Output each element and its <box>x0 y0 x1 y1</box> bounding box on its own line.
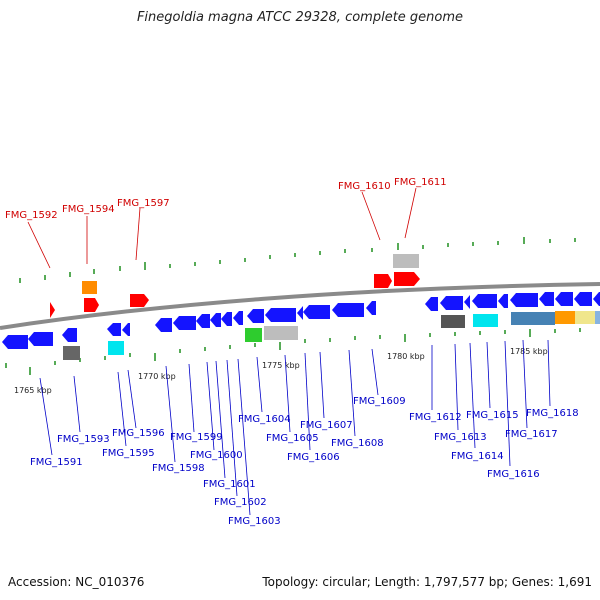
top-connectors <box>27 187 417 269</box>
scale-label: 1770 kbp <box>138 372 176 381</box>
gene-fmg-1594 <box>84 298 99 312</box>
gene-label: FMG_1613 <box>434 432 487 443</box>
gene-fmg-1605 <box>265 308 296 322</box>
gene-label: FMG_1599 <box>170 432 223 443</box>
gene-fmg-1595-lower <box>108 341 124 355</box>
gene-label: FMG_1605 <box>266 433 319 444</box>
gene-blue-d <box>574 292 592 306</box>
bottom-connectors <box>39 339 551 516</box>
gene-fmg-1618 <box>539 292 554 306</box>
gene-fmg-1616 <box>498 294 508 308</box>
gene-fmg-1594-upper <box>82 281 97 294</box>
gene-label: FMG_1600 <box>190 450 243 461</box>
gene-fmg-1608 <box>332 303 364 317</box>
gene-label: FMG_1609 <box>353 396 406 407</box>
gene-label: FMG_1597 <box>117 198 170 209</box>
gene-label: FMG_1604 <box>238 414 291 425</box>
gene-fmg-1593b <box>62 328 77 342</box>
gene-fmg-1601 <box>210 313 221 327</box>
genome-summary-text: Topology: circular; Length: 1,797,577 bp… <box>262 575 592 589</box>
gene-lightblue-lower <box>595 311 600 324</box>
gene-label: FMG_1615 <box>466 410 519 421</box>
gene-fmg-1604 <box>247 309 264 323</box>
gene-label: FMG_1616 <box>487 469 540 480</box>
gene-label: FMG_1592 <box>5 210 58 221</box>
gene-label: FMG_1612 <box>409 412 462 423</box>
gene-fmg-1606 <box>297 306 303 320</box>
scale-label: 1775 kbp <box>262 361 300 370</box>
gene-label: FMG_1596 <box>112 428 165 439</box>
gene-fmg-1614 <box>464 295 470 309</box>
forward-genes <box>50 254 420 318</box>
gene-label: FMG_1594 <box>62 204 115 215</box>
gene-fmg-1603-lower <box>245 328 262 342</box>
gene-fmg-1597 <box>130 294 149 307</box>
gene-fmg-1611 <box>394 272 420 286</box>
gene-cyan-lower <box>473 314 498 327</box>
gene-label: FMG_1591 <box>30 457 83 468</box>
gene-orange-lower <box>555 311 575 324</box>
genome-backbone <box>0 282 600 330</box>
gene-blue-c <box>555 292 573 306</box>
gene-fmg-1603 <box>233 311 243 325</box>
gene-fmg-1591 <box>2 335 28 349</box>
scale-label: 1780 kbp <box>387 352 425 361</box>
gene-label: FMG_1593 <box>57 434 110 445</box>
gene-fmg-1602 <box>221 312 232 326</box>
gene-label: FMG_1598 <box>152 463 205 474</box>
gene-fmg-1610 <box>374 274 392 288</box>
gene-label: FMG_1614 <box>451 451 504 462</box>
gene-label: FMG_1618 <box>526 408 579 419</box>
gene-label: FMG_1608 <box>331 438 384 449</box>
scale-label: 1785 kbp <box>510 347 548 356</box>
gene-label: FMG_1603 <box>228 516 281 527</box>
gene-fmg-1607 <box>303 305 330 319</box>
gene-label: FMG_1611 <box>394 177 447 188</box>
accession-text: Accession: NC_010376 <box>8 575 145 589</box>
gene-fmg-1592 <box>50 302 55 318</box>
bottom-labels: FMG_1591 FMG_1593 FMG_1595 FMG_1596 FMG_… <box>30 396 579 527</box>
gene-label: FMG_1607 <box>300 420 353 431</box>
gene-label: FMG_1602 <box>214 497 267 508</box>
gene-label: FMG_1610 <box>338 181 391 192</box>
gene-steelblue-lower <box>511 312 555 325</box>
gene-khaki-lower <box>575 311 595 324</box>
gene-fmg-1615 <box>472 294 497 308</box>
map-title: Finegoldia magna ATCC 29328, complete ge… <box>136 10 464 25</box>
gene-label: FMG_1617 <box>505 429 558 440</box>
top-labels: FMG_1592 FMG_1594 FMG_1597 FMG_1610 FMG_… <box>5 177 447 221</box>
gene-fmg-1598 <box>155 318 172 332</box>
gene-fmg-1609 <box>366 301 376 315</box>
gene-fmg-1617 <box>510 293 538 307</box>
gene-fmg-1605-lower <box>264 326 298 340</box>
reverse-genes <box>2 292 600 360</box>
gene-label: FMG_1601 <box>203 479 256 490</box>
gene-fmg-1593 <box>28 332 53 346</box>
upper-tick-row <box>19 237 576 283</box>
gene-fmg-1599 <box>173 316 196 330</box>
gene-dark-lower <box>441 315 465 328</box>
gene-blue-e <box>593 292 600 306</box>
scale-label: 1765 kbp <box>14 386 52 395</box>
gene-fmg-1596 <box>122 323 130 336</box>
gene-fmg-1612 <box>425 297 438 311</box>
gene-fmg-1595 <box>107 323 121 336</box>
gene-fmg-1600 <box>196 314 210 328</box>
gene-label: FMG_1606 <box>287 452 340 463</box>
gene-fmg-1613 <box>440 296 463 310</box>
gene-label: FMG_1595 <box>102 448 155 459</box>
gene-fmg-1593-lower <box>63 346 80 360</box>
gene-fmg-1611-upper <box>393 254 419 268</box>
